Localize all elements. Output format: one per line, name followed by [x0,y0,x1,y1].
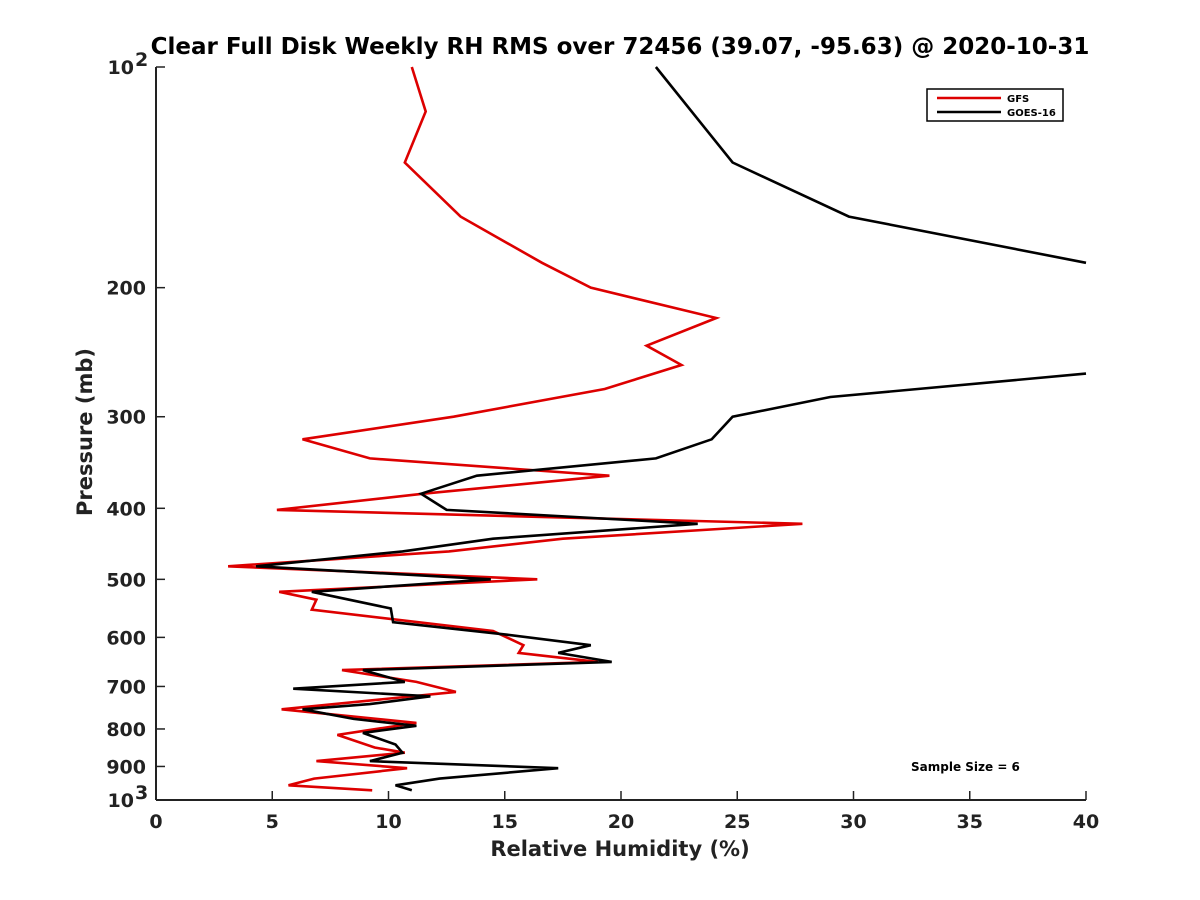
y-tick-label: 200 [106,278,146,300]
x-axis-label: Relative Humidity (%) [490,837,749,861]
x-tick-label: 20 [608,811,634,833]
x-tick-label: 15 [492,811,518,833]
y-tick-exponent: 2 [135,49,148,71]
y-tick-label: 700 [106,676,146,698]
legend-label: GFS [1007,94,1029,105]
y-tick-label: 500 [106,569,146,591]
y-tick-label: 900 [106,756,146,778]
y-tick-label: 300 [106,407,146,429]
y-tick-label: 600 [106,627,146,649]
legend: GFS GOES-16 [926,88,1064,122]
series-goes-16 [255,66,1087,792]
y-tick-label: 800 [106,719,146,741]
chart-title: Clear Full Disk Weekly RH RMS over 72456… [151,34,1090,60]
x-tick-label: 5 [266,811,279,833]
x-tick-label: 25 [724,811,750,833]
series-line-goes-16 [654,66,1087,265]
series-line-gfs [228,66,803,792]
x-axis-ticks: 0 5 10 15 20 25 30 35 40 [149,791,1099,833]
y-tick-label: 10 [108,790,134,812]
legend-box [926,88,1064,122]
series-layer [228,66,1087,792]
series-gfs [228,66,803,792]
y-tick-exponent: 3 [135,782,148,804]
x-tick-label: 0 [149,811,162,833]
y-axis-label: Pressure (mb) [73,348,97,516]
y-tick-label: 10 [108,57,134,79]
x-tick-label: 35 [957,811,983,833]
x-tick-label: 40 [1073,811,1099,833]
x-tick-label: 30 [840,811,866,833]
series-line-goes-16 [255,372,1087,792]
y-tick-label: 400 [106,498,146,520]
sample-size-annotation: Sample Size = 6 [911,760,1020,774]
legend-label: GOES-16 [1007,108,1056,119]
x-tick-label: 10 [375,811,401,833]
